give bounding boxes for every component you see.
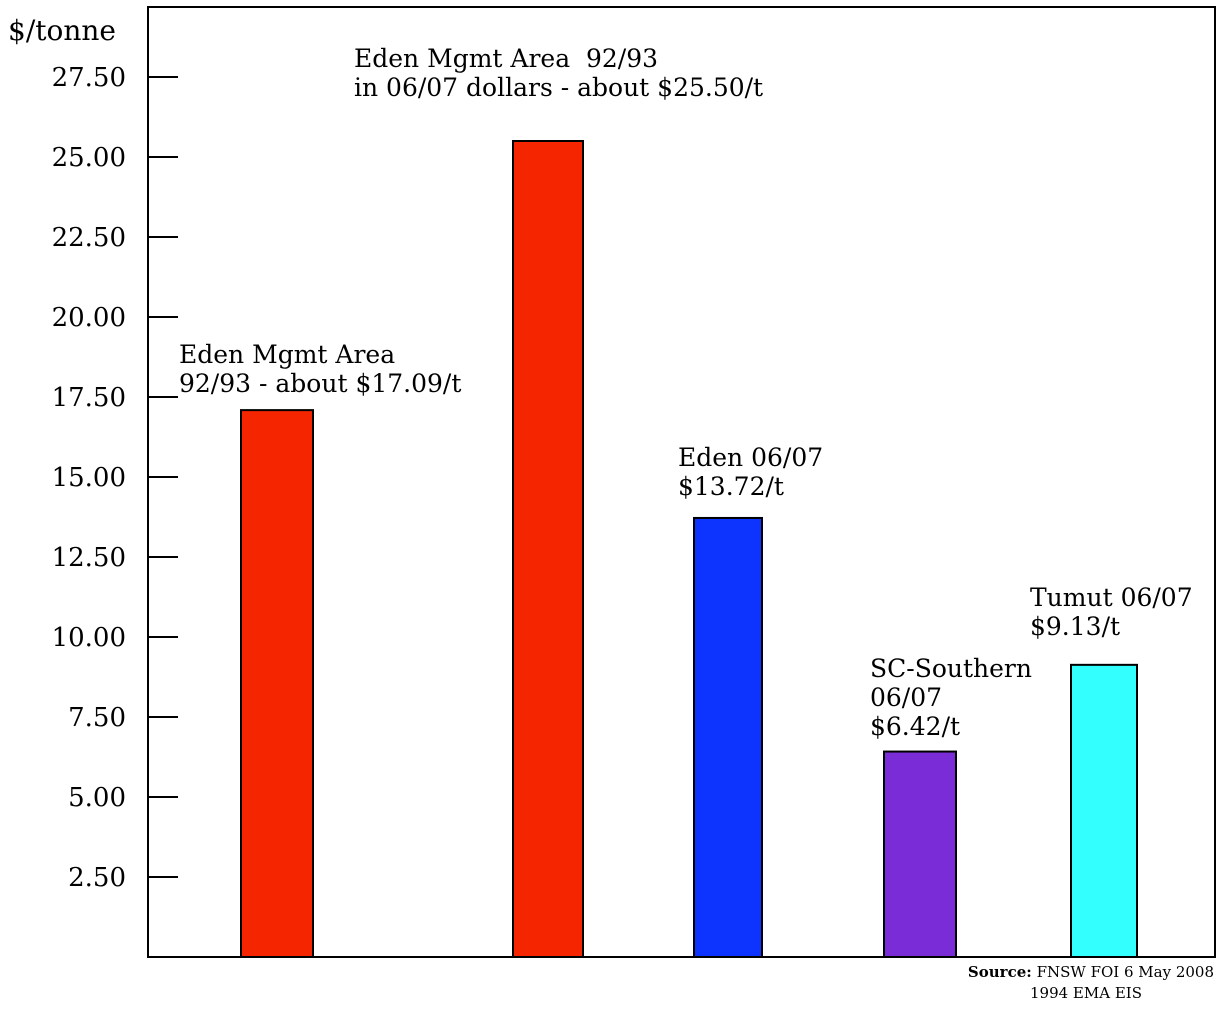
bar-2 [693,516,763,959]
y-tick-label-7: 20.00 [52,303,126,333]
y-tick-label-4: 12.50 [52,543,126,573]
bar-label-0-line-0: Eden Mgmt Area [179,340,395,369]
bar-label-3-line-0: SC-Southern [870,654,1032,683]
plot-frame [147,6,1216,958]
y-tick-label-10: 27.50 [52,63,126,93]
y-tick-label-1: 5.00 [68,783,126,813]
bar-label-1-line-0: Eden Mgmt Area 92/93 [354,44,658,73]
y-tick-label-2: 7.50 [68,703,126,733]
y-tick-label-3: 10.00 [52,623,126,653]
y-axis-ticks: 2.50 5.00 7.50 10.00 12.50 15.00 17.50 20.00 22.… [52,63,178,893]
source-label: Source: [967,963,1032,981]
y-tick-label-6: 17.50 [52,383,126,413]
bar-label-1: Eden Mgmt Area 92/93 in 06/07 dollars - a… [354,44,763,102]
y-tick-label-5: 15.00 [52,463,126,493]
bars [240,140,1138,959]
bar-label-3: SC-Southern 06/07 $6.42/t [870,654,1032,741]
source-note: Source: FNSW FOI 6 May 2008 1994 EMA EIS [908,962,1214,1004]
bar-label-2: Eden 06/07 $13.72/t [678,443,823,501]
bar-1 [512,140,584,958]
bar-label-4: Tumut 06/07 $9.13/t [1030,583,1193,641]
bar-labels: Eden Mgmt Area 92/93 - about $17.09/tEden… [179,44,1193,741]
bar-4 [1070,663,1138,959]
bar-label-0: Eden Mgmt Area 92/93 - about $17.09/t [179,340,461,398]
y-tick-label-9: 25.00 [52,143,126,173]
bar-label-4-line-1: $9.13/t [1030,612,1120,641]
y-tick-label-0: 2.50 [68,863,126,893]
bar-label-3-line-1: 06/07 [870,683,942,712]
bar-label-1-line-1: in 06/07 dollars - about $25.50/t [354,73,763,102]
y-tick-label-8: 22.50 [52,223,126,253]
bar-label-2-line-1: $13.72/t [678,472,784,501]
y-axis-label: $/tonne [8,14,116,47]
bar-label-2-line-0: Eden 06/07 [678,443,823,472]
source-line-2: 1994 EMA EIS [1029,984,1142,1002]
bar-label-3-line-2: $6.42/t [870,712,960,741]
bar-label-0-line-1: 92/93 - about $17.09/t [179,369,461,398]
source-line-1: FNSW FOI 6 May 2008 [1036,963,1214,981]
bar-label-4-line-0: Tumut 06/07 [1030,583,1193,612]
bar-0 [240,409,314,958]
bar-3 [883,750,957,958]
